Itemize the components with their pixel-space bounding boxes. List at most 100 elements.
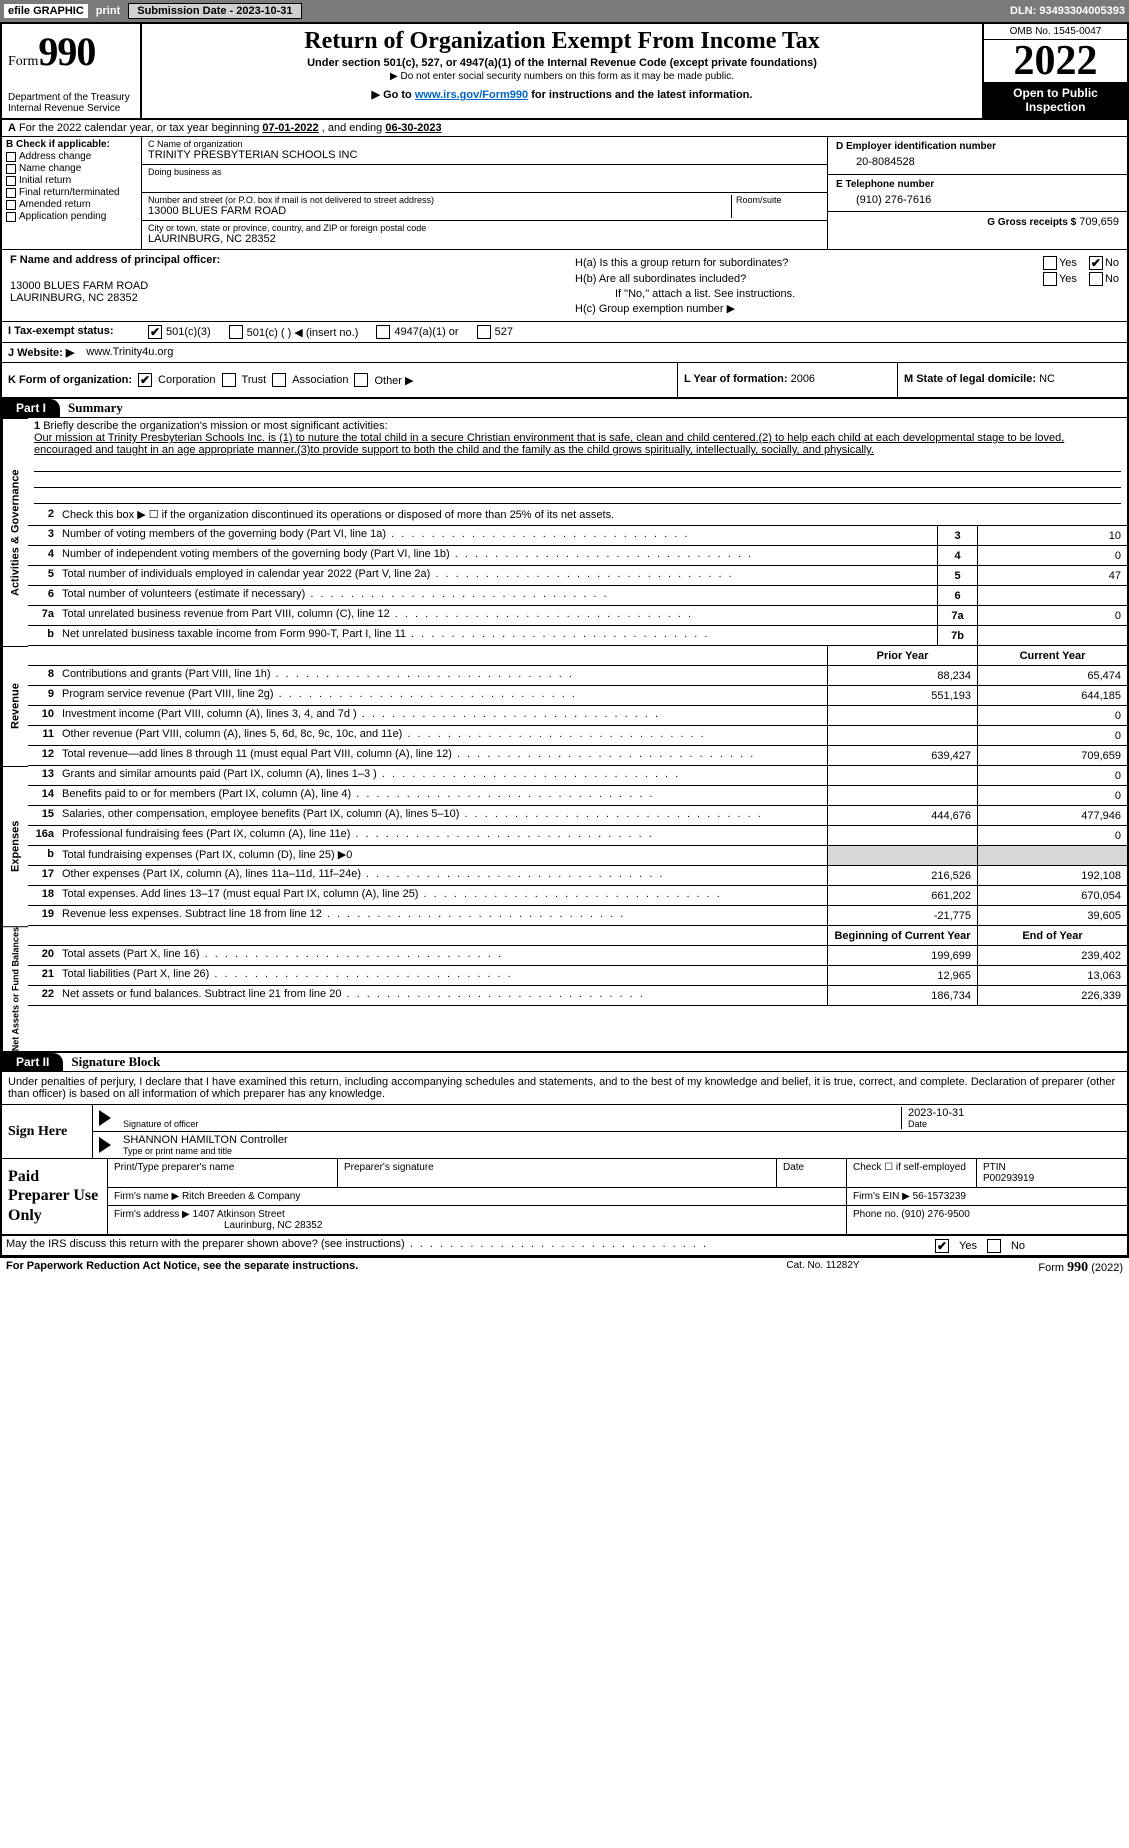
summary-line: 3Number of voting members of the governi…: [28, 526, 1127, 546]
hb-yes[interactable]: [1043, 272, 1057, 286]
summary-line: 13Grants and similar amounts paid (Part …: [28, 766, 1127, 786]
summary-line: 14Benefits paid to or for members (Part …: [28, 786, 1127, 806]
section-revenue: Revenue Prior Year Current Year 8Contrib…: [2, 646, 1127, 766]
form-subtitle: Under section 501(c), 527, or 4947(a)(1)…: [150, 57, 974, 69]
header-left: Form990 Department of the Treasury Inter…: [2, 24, 142, 118]
officer-addr2: LAURINBURG, NC 28352: [10, 292, 559, 304]
chk-4947[interactable]: [376, 325, 390, 339]
summary-line: 7aTotal unrelated business revenue from …: [28, 606, 1127, 626]
summary-line: 6Total number of volunteers (estimate if…: [28, 586, 1127, 606]
chk-corp[interactable]: [138, 373, 152, 387]
website: www.Trinity4u.org: [80, 343, 179, 362]
section-net-assets: Net Assets or Fund Balances Beginning of…: [2, 926, 1127, 1053]
firm-ein: 56-1573239: [913, 1191, 966, 1202]
year-formation: 2006: [791, 373, 815, 385]
form-header: Form990 Department of the Treasury Inter…: [2, 24, 1127, 120]
form-number: Form990: [8, 28, 134, 75]
form-title: Return of Organization Exempt From Incom…: [150, 28, 974, 55]
tax-year: 2022: [984, 40, 1127, 82]
instructions-link-row: ▶ Go to www.irs.gov/Form990 for instruct…: [150, 88, 974, 101]
chk-final-return[interactable]: Final return/terminated: [6, 187, 137, 198]
part-i-header: Part I Summary: [2, 399, 1127, 418]
ein: 20-8084528: [836, 156, 1119, 168]
submission-date-button[interactable]: Submission Date - 2023-10-31: [128, 3, 301, 19]
summary-line: 11Other revenue (Part VIII, column (A), …: [28, 726, 1127, 746]
hb-no[interactable]: [1089, 272, 1103, 286]
summary-line: 8Contributions and grants (Part VIII, li…: [28, 666, 1127, 686]
gross-receipts: 709,659: [1079, 216, 1119, 228]
section-expenses: Expenses 13Grants and similar amounts pa…: [2, 766, 1127, 926]
chk-501c3[interactable]: [148, 325, 162, 339]
telephone: (910) 276-7616: [836, 194, 1119, 206]
chk-name-change[interactable]: Name change: [6, 163, 137, 174]
paid-preparer-block: Paid Preparer Use Only Print/Type prepar…: [2, 1159, 1127, 1236]
page-footer: For Paperwork Reduction Act Notice, see …: [0, 1258, 1129, 1278]
row-a-tax-year: A For the 2022 calendar year, or tax yea…: [2, 120, 1127, 137]
summary-line: 12Total revenue—add lines 8 through 11 (…: [28, 746, 1127, 766]
chk-application-pending[interactable]: Application pending: [6, 211, 137, 222]
summary-line: 22Net assets or fund balances. Subtract …: [28, 986, 1127, 1006]
row-j-website: J Website: ▶ www.Trinity4u.org: [2, 343, 1127, 363]
ssn-note: ▶ Do not enter social security numbers o…: [150, 71, 974, 82]
summary-line: 5Total number of individuals employed in…: [28, 566, 1127, 586]
dept-label: Department of the Treasury Internal Reve…: [8, 92, 134, 114]
summary-line: bNet unrelated business taxable income f…: [28, 626, 1127, 646]
summary-line: 20Total assets (Part X, line 16)199,6992…: [28, 946, 1127, 966]
summary-line: 9Program service revenue (Part VIII, lin…: [28, 686, 1127, 706]
sig-date: 2023-10-31: [908, 1107, 1121, 1119]
summary-line: 16aProfessional fundraising fees (Part I…: [28, 826, 1127, 846]
col-b-checkboxes: B Check if applicable: Address change Na…: [2, 137, 142, 249]
open-public-badge: Open to Public Inspection: [984, 82, 1127, 118]
col-deg: D Employer identification number 20-8084…: [827, 137, 1127, 249]
entity-block: B Check if applicable: Address change Na…: [2, 137, 1127, 250]
efile-tag: efile GRAPHIC: [4, 4, 88, 18]
chk-other[interactable]: [354, 373, 368, 387]
summary-line: 17Other expenses (Part IX, column (A), l…: [28, 866, 1127, 886]
chk-amended[interactable]: Amended return: [6, 199, 137, 210]
col-c-org-info: C Name of organization TRINITY PRESBYTER…: [142, 137, 827, 249]
summary-line: 19Revenue less expenses. Subtract line 1…: [28, 906, 1127, 926]
firm-phone: (910) 276-9500: [901, 1209, 969, 1220]
print-link[interactable]: print: [96, 5, 120, 17]
officer-addr1: 13000 BLUES FARM ROAD: [10, 280, 559, 292]
row-i-status: I Tax-exempt status: 501(c)(3) 501(c) ( …: [2, 322, 1127, 343]
header-mid: Return of Organization Exempt From Incom…: [142, 24, 982, 118]
dln-label: DLN: 93493304005393: [1010, 5, 1125, 17]
officer-name: SHANNON HAMILTON Controller: [123, 1134, 1121, 1146]
ptin: P00293919: [983, 1173, 1121, 1184]
firm-addr1: 1407 Atkinson Street: [193, 1209, 285, 1220]
chk-501c[interactable]: [229, 325, 243, 339]
chk-527[interactable]: [477, 325, 491, 339]
irs-link[interactable]: www.irs.gov/Form990: [415, 89, 528, 101]
summary-line: 21Total liabilities (Part X, line 26)12,…: [28, 966, 1127, 986]
header-right: OMB No. 1545-0047 2022 Open to Public In…: [982, 24, 1127, 118]
summary-line: 4Number of independent voting members of…: [28, 546, 1127, 566]
ha-no[interactable]: [1089, 256, 1103, 270]
summary-line: bTotal fundraising expenses (Part IX, co…: [28, 846, 1127, 866]
arrow-icon: [99, 1137, 111, 1153]
summary-line: 10Investment income (Part VIII, column (…: [28, 706, 1127, 726]
row-klm: K Form of organization: Corporation Trus…: [2, 363, 1127, 399]
chk-trust[interactable]: [222, 373, 236, 387]
summary-line: 15Salaries, other compensation, employee…: [28, 806, 1127, 826]
form-page: Form990 Department of the Treasury Inter…: [0, 22, 1129, 1258]
chk-address-change[interactable]: Address change: [6, 151, 137, 162]
discuss-no[interactable]: [987, 1239, 1001, 1253]
discuss-row: May the IRS discuss this return with the…: [2, 1236, 1127, 1256]
arrow-icon: [99, 1110, 111, 1126]
part-ii-header: Part II Signature Block: [2, 1053, 1127, 1072]
section-governance: Activities & Governance 1 Briefly descri…: [2, 418, 1127, 646]
street-address: 13000 BLUES FARM ROAD: [148, 205, 731, 217]
firm-name: Ritch Breeden & Company: [182, 1191, 300, 1202]
discuss-yes[interactable]: [935, 1239, 949, 1253]
firm-addr2: Laurinburg, NC 28352: [114, 1220, 322, 1231]
city-state-zip: LAURINBURG, NC 28352: [148, 233, 821, 245]
signature-block: Under penalties of perjury, I declare th…: [2, 1072, 1127, 1256]
mission-text: Our mission at Trinity Presbyterian Scho…: [34, 432, 1064, 456]
chk-initial-return[interactable]: Initial return: [6, 175, 137, 186]
chk-assoc[interactable]: [272, 373, 286, 387]
efile-topbar: efile GRAPHIC print Submission Date - 20…: [0, 0, 1129, 22]
row-f-h: F Name and address of principal officer:…: [2, 250, 1127, 322]
summary-line: 18Total expenses. Add lines 13–17 (must …: [28, 886, 1127, 906]
ha-yes[interactable]: [1043, 256, 1057, 270]
